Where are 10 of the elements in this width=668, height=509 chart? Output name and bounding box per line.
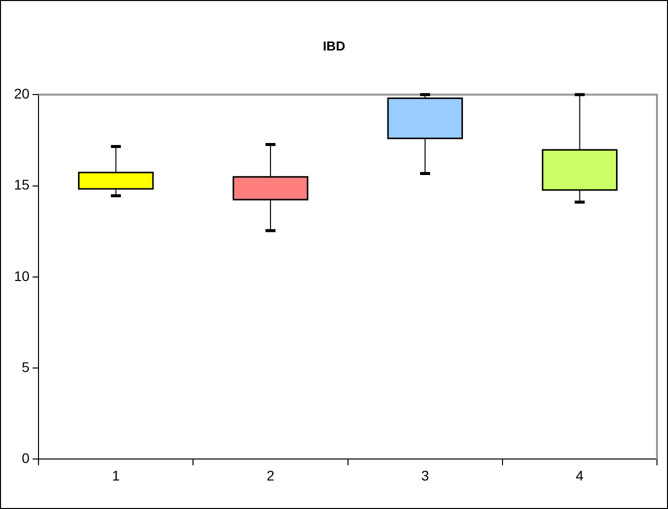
x-tick-label: 1 (112, 467, 120, 484)
x-tick-label: 3 (421, 467, 430, 484)
y-tick-label: 20 (14, 85, 30, 102)
x-tick-label: 4 (576, 467, 584, 484)
x-tick-label: 2 (266, 467, 275, 484)
y-tick-label: 5 (22, 358, 30, 375)
y-tick-label: 15 (14, 176, 30, 193)
y-tick-label: 10 (14, 268, 30, 284)
y-tick-label: 0 (22, 450, 30, 466)
chart-title: IBD (322, 38, 346, 54)
